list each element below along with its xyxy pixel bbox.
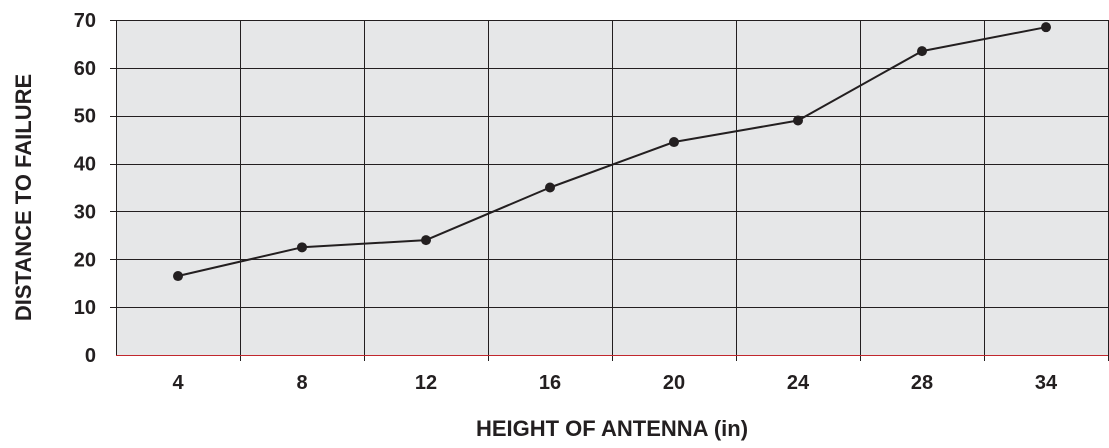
x-tick-label: 28: [911, 372, 933, 394]
y-tick-label: 30: [74, 201, 96, 223]
data-point: [173, 271, 183, 282]
grid-lines: [110, 20, 1109, 361]
data-point: [297, 242, 307, 253]
data-point: [669, 137, 679, 148]
data-point: [421, 235, 431, 246]
data-point: [793, 115, 803, 126]
x-tick-label: 4: [172, 372, 184, 394]
y-tick-label: 60: [74, 58, 96, 80]
y-tick-label: 10: [74, 297, 96, 319]
x-tick-label: 8: [296, 372, 307, 394]
x-tick-label: 24: [787, 372, 810, 394]
y-axis-ticks: 0 10 20 30 40 50 60 70: [74, 10, 96, 367]
x-tick-label: 12: [415, 372, 437, 394]
y-tick-label: 40: [74, 154, 96, 176]
x-axis-ticks: 4 8 12 16 20 24 28 34: [172, 372, 1058, 394]
y-tick-label: 50: [74, 106, 96, 128]
x-tick-label: 16: [539, 372, 561, 394]
y-axis-title: DISTANCE TO FAILURE: [11, 74, 36, 321]
data-point: [917, 46, 927, 57]
series-line: [177, 26, 1047, 277]
data-point: [545, 182, 555, 193]
x-tick-label: 34: [1035, 372, 1058, 394]
y-tick-label: 0: [85, 345, 96, 367]
x-tick-label: 20: [663, 372, 685, 394]
x-axis-title: HEIGHT OF ANTENNA (in): [476, 416, 748, 441]
y-tick-label: 70: [74, 10, 96, 32]
data-point: [1041, 22, 1051, 33]
series-layer: [173, 22, 1051, 282]
y-tick-label: 20: [74, 249, 96, 271]
